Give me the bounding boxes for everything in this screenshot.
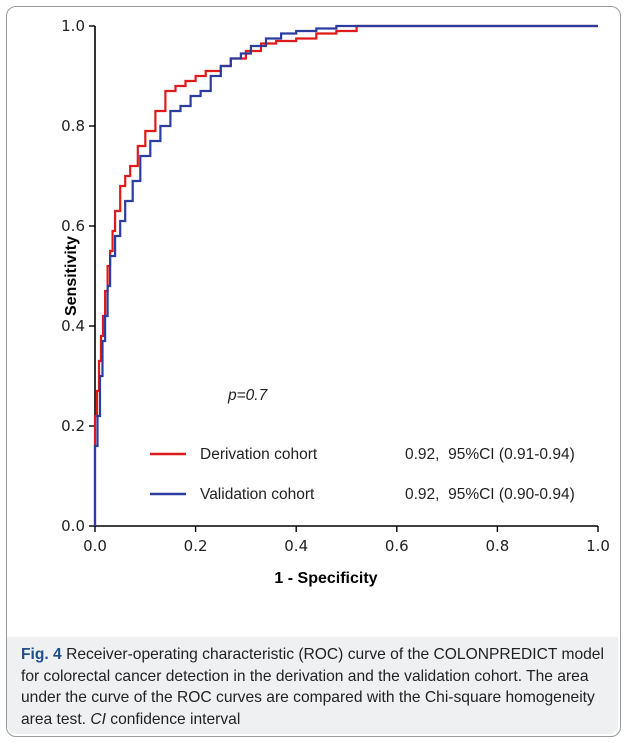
y-axis-title: Sensitivity	[63, 236, 80, 316]
y-tick-label: 0.4	[61, 317, 85, 335]
x-tick-label: 0.6	[385, 537, 409, 555]
legend: Derivation cohort 0.92, 95%CI (0.91-0.94…	[150, 446, 575, 503]
x-tick-label: 1.0	[586, 537, 610, 555]
caption-band: Fig. 4 Receiver-operating characteristic…	[7, 637, 618, 734]
y-tick-label: 0.2	[61, 417, 85, 435]
legend-label-derivation: Derivation cohort	[200, 446, 318, 463]
legend-stat-validation: 0.92, 95%CI (0.90-0.94)	[405, 486, 575, 503]
legend-stat-derivation: 0.92, 95%CI (0.91-0.94)	[405, 446, 575, 463]
figure-caption: Fig. 4 Receiver-operating characteristic…	[21, 644, 611, 730]
p-value-annotation: p=0.7	[227, 387, 269, 404]
x-axis-title: 1 - Specificity	[274, 570, 377, 587]
x-tick-label: 0.2	[184, 537, 208, 555]
caption-text: Receiver-operating characteristic (ROC) …	[21, 646, 609, 728]
roc-chart: 0.0 0.2 0.4 0.6 0.8 1.0 0.0 0.2 0.4 0.6 0.8 1.0 p=…	[61, 17, 610, 587]
y-tick-label: 0.0	[61, 517, 85, 535]
x-tick-label: 0.4	[284, 537, 308, 555]
figure-label: Fig. 4	[21, 646, 62, 663]
legend-label-validation: Validation cohort	[200, 486, 315, 503]
y-tick-label: 1.0	[61, 17, 85, 35]
x-tick-label: 0.8	[485, 537, 509, 555]
figure-frame	[6, 6, 621, 737]
x-tick-label: 0.0	[83, 537, 107, 555]
y-tick-label: 0.8	[61, 117, 85, 135]
roc-curve-validation	[93, 24, 598, 526]
chart-axes: 0.0 0.2 0.4 0.6 0.8 1.0 0.0 0.2 0.4 0.6 0.8 1.0	[61, 17, 610, 555]
roc-curves	[93, 24, 598, 526]
caption-abbreviation: CI	[90, 710, 106, 728]
y-tick-label: 0.6	[61, 217, 85, 235]
caption-definition: confidence interval	[105, 710, 241, 728]
